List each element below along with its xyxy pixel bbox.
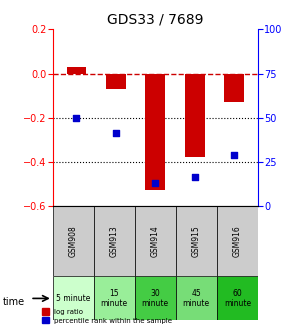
Text: GSM914: GSM914 [151, 225, 160, 257]
Bar [185, 74, 205, 157]
FancyBboxPatch shape [217, 206, 258, 276]
Text: GSM915: GSM915 [192, 225, 201, 257]
Legend: log ratio, percentile rank within the sample: log ratio, percentile rank within the sa… [42, 308, 172, 323]
Point [232, 152, 236, 158]
FancyBboxPatch shape [135, 276, 176, 320]
Title: GDS33 / 7689: GDS33 / 7689 [107, 13, 204, 27]
Text: 30
minute: 30 minute [142, 289, 169, 308]
Bar [145, 74, 165, 190]
FancyBboxPatch shape [53, 206, 94, 276]
Point [153, 180, 158, 185]
Bar [67, 67, 86, 74]
Bar [224, 74, 244, 102]
FancyBboxPatch shape [94, 276, 135, 320]
Text: 45
minute: 45 minute [183, 289, 210, 308]
Text: GSM916: GSM916 [233, 225, 242, 257]
Text: time: time [3, 298, 25, 307]
FancyBboxPatch shape [176, 276, 217, 320]
Text: 15
minute: 15 minute [101, 289, 128, 308]
FancyBboxPatch shape [217, 276, 258, 320]
Point [113, 130, 118, 136]
Bar [106, 74, 126, 89]
Text: GSM908: GSM908 [69, 225, 78, 257]
Point [74, 115, 79, 120]
FancyBboxPatch shape [135, 206, 176, 276]
Text: 60
minute: 60 minute [224, 289, 251, 308]
FancyBboxPatch shape [176, 206, 217, 276]
FancyBboxPatch shape [53, 276, 94, 320]
Text: 5 minute: 5 minute [56, 294, 91, 303]
Text: GSM913: GSM913 [110, 225, 119, 257]
Point [193, 175, 197, 180]
FancyBboxPatch shape [94, 206, 135, 276]
